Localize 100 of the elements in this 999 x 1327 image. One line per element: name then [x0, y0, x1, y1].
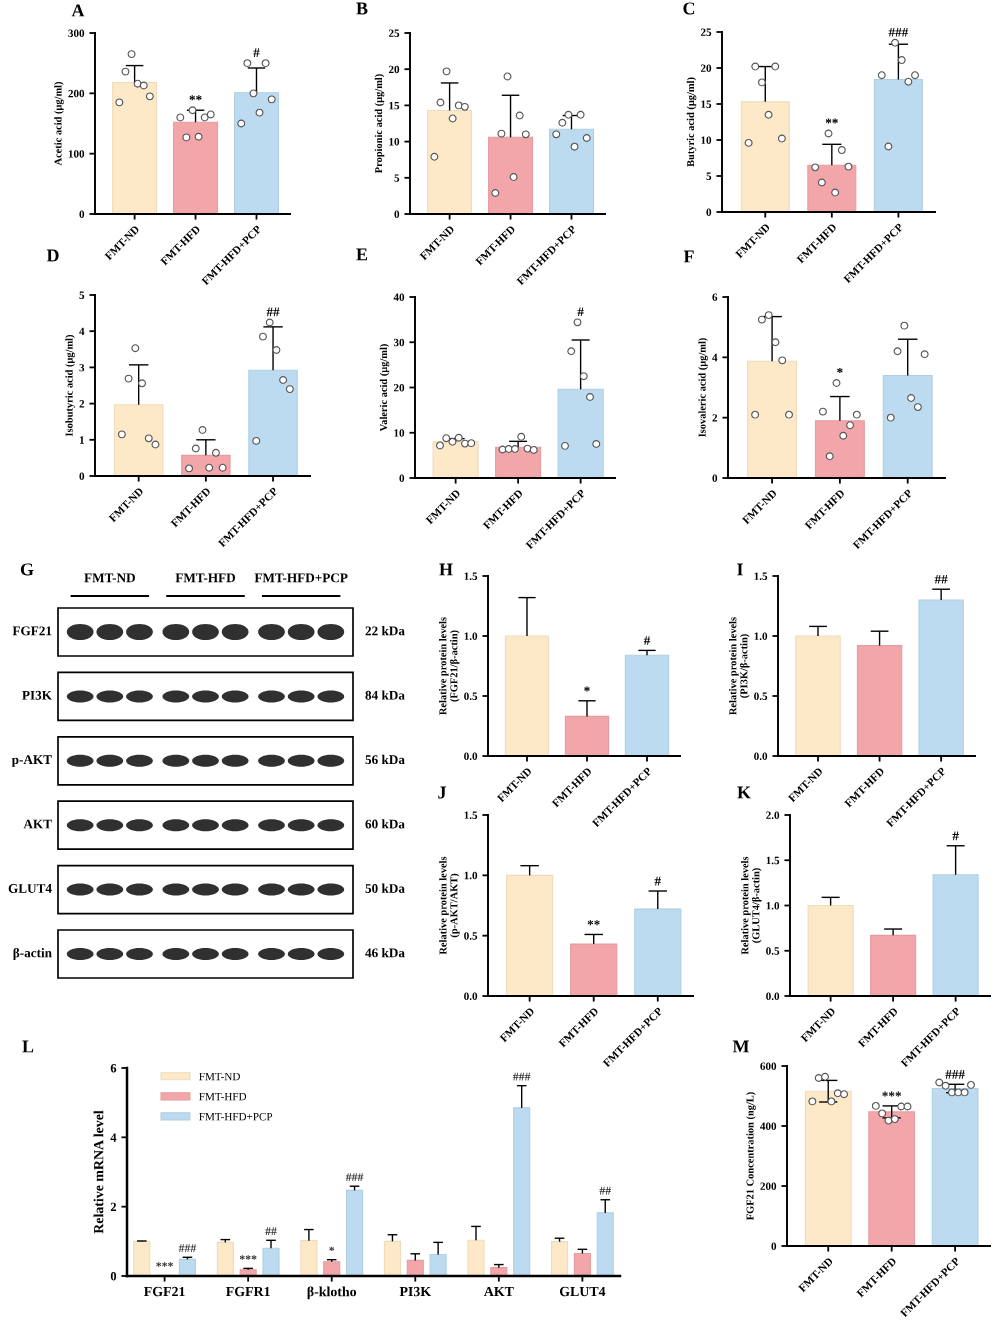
- data-label: ##: [265, 1227, 277, 1235]
- y-tick-label: 1.0: [464, 632, 478, 641]
- legend-label: FMT-HFD+PCP: [199, 1112, 273, 1121]
- y-tick-label: 2: [79, 400, 85, 408]
- y-tick-label: 4: [712, 353, 718, 362]
- y-tick-label: 2: [712, 414, 718, 422]
- y-tick-label: 5: [394, 174, 400, 182]
- y-tick-label: 0: [394, 210, 400, 218]
- x-tick-label: AKT: [483, 1286, 514, 1297]
- annotation: #: [253, 48, 260, 57]
- data-label: #: [952, 831, 959, 841]
- category-label: 50 kDa: [365, 883, 405, 893]
- y-tick-label: 4: [110, 1133, 117, 1142]
- y-tick-label: 1.0: [754, 632, 768, 641]
- annotation: ###: [888, 27, 909, 37]
- y-tick-label: 15: [389, 101, 400, 110]
- chart-title: L: [22, 1040, 34, 1053]
- y-tick-label: 5: [706, 172, 712, 180]
- data-label: *: [584, 686, 590, 692]
- category-label: FMT-ND: [84, 573, 135, 583]
- y-tick-label: 300: [68, 29, 85, 37]
- y-tick-label: 1.0: [766, 901, 780, 910]
- y-tick-label: 40: [393, 293, 405, 301]
- y-tick-label: 0.0: [464, 992, 478, 1001]
- y-tick-label: 20: [393, 383, 405, 392]
- data-label: ###: [512, 1072, 531, 1081]
- data-label: ***: [882, 1091, 902, 1097]
- x-tick-label: β-klotho: [307, 1286, 357, 1300]
- category-label: 46 kDa: [365, 948, 405, 958]
- y-tick-label: 20: [700, 64, 712, 72]
- data-label: #: [643, 636, 651, 645]
- category-label: p-AKT: [11, 755, 52, 767]
- data-label: **: [587, 920, 600, 926]
- y-tick-label: 25: [388, 29, 400, 37]
- y-tick-label: 2.0: [766, 811, 780, 820]
- y-tick-label: 30: [393, 338, 405, 347]
- chart-title: H: [439, 563, 453, 576]
- data-label: ***: [156, 1262, 173, 1267]
- y-tick-label: 20: [388, 65, 400, 74]
- category-label: 60 kDa: [365, 819, 405, 829]
- y-tick-label: 0: [79, 472, 85, 480]
- y-tick-label: 0.5: [754, 692, 768, 701]
- y-axis-title: Butyric acid (μg/ml): [686, 77, 697, 167]
- annotation: #: [577, 307, 584, 317]
- y-tick-label: 0.0: [754, 752, 768, 761]
- y-tick-label: 0: [79, 210, 85, 218]
- y-tick-label: 3: [79, 363, 85, 372]
- y-tick-label: 0.0: [766, 992, 780, 1001]
- y-axis-title: Relative mRNA level: [93, 1110, 104, 1234]
- y-tick-label: 0.5: [464, 692, 478, 701]
- y-tick-label: 6: [712, 293, 718, 301]
- y-tick-label: 200: [760, 1182, 777, 1190]
- y-tick-label: 600: [760, 1062, 777, 1070]
- category-label: β-actin: [13, 947, 52, 961]
- data-label: ###: [945, 1070, 965, 1079]
- y-tick-label: 10: [394, 429, 405, 437]
- data-label: ##: [934, 574, 948, 584]
- chart-title: A: [71, 4, 85, 17]
- y-tick-label: 1.0: [464, 871, 478, 880]
- chart-title: D: [46, 249, 59, 262]
- y-axis-title: Relative protein levels (p-AKT/AKT): [439, 856, 460, 955]
- annotation: **: [189, 95, 202, 101]
- y-tick-label: 100: [68, 150, 85, 158]
- y-tick-label: 5: [79, 291, 85, 299]
- text: G: [20, 563, 34, 576]
- data-label: ***: [239, 1255, 257, 1260]
- data-label: ###: [345, 1173, 364, 1181]
- y-axis-title: Relative protein levels (GLUT4/β-actin): [741, 856, 762, 955]
- y-tick-label: 0: [712, 474, 718, 482]
- y-axis-title: Isobutyric acid (μg/ml): [65, 334, 75, 437]
- y-tick-label: 1.5: [464, 811, 478, 820]
- annotation: *: [837, 367, 843, 373]
- annotation: **: [825, 118, 838, 124]
- x-tick-label: GLUT4: [559, 1286, 606, 1297]
- y-tick-label: 0.0: [464, 752, 478, 761]
- y-tick-label: 1.5: [766, 856, 780, 865]
- x-tick-label: FGFR1: [226, 1286, 270, 1297]
- y-axis-title: FGF21 Concentration (ng/L): [746, 1092, 756, 1221]
- y-axis-title: Valeric acid (μg/ml): [379, 344, 390, 432]
- chart-title: J: [438, 786, 447, 799]
- y-tick-label: 0: [110, 1272, 117, 1281]
- chart-title: F: [683, 250, 694, 263]
- y-tick-label: 0: [706, 208, 712, 216]
- data-label: ##: [599, 1186, 611, 1195]
- category-label: 56 kDa: [365, 754, 405, 765]
- category-label: PI3K: [22, 690, 52, 700]
- category-label: FMT-HFD: [175, 573, 236, 583]
- y-axis-title: Acetic acid (μg/ml): [54, 81, 64, 166]
- y-tick-label: 15: [701, 100, 712, 108]
- chart-title: B: [356, 2, 368, 15]
- x-tick-label: FGF21: [144, 1286, 185, 1297]
- y-axis-title: Isovaleric acid (μg/ml): [698, 338, 708, 437]
- y-axis-title: Propionic acid (μg/ml): [374, 74, 385, 174]
- legend-label: FMT-ND: [199, 1072, 240, 1081]
- category-label: 22 kDa: [365, 626, 405, 636]
- y-tick-label: 0: [771, 1242, 777, 1250]
- chart-title: I: [737, 563, 743, 576]
- chart-title: C: [683, 2, 695, 15]
- y-tick-label: 200: [68, 89, 85, 98]
- x-tick-label: PI3K: [399, 1286, 431, 1297]
